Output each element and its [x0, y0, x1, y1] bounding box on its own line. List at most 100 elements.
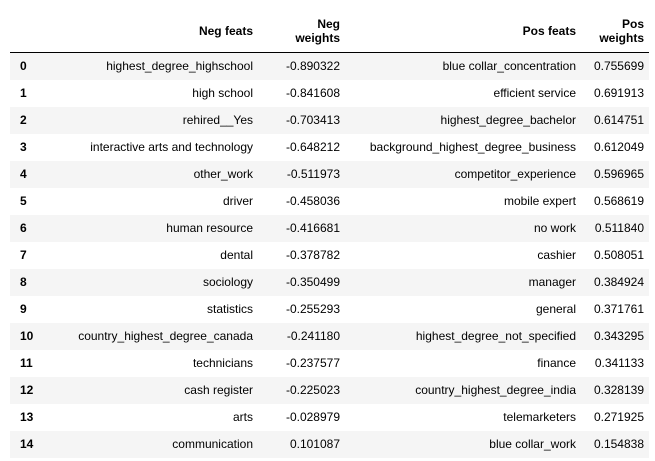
neg-feat-cell: cash register — [184, 382, 253, 397]
neg-weight-cell: -0.237577 — [285, 355, 340, 370]
header-pos-weights-line2: weights — [599, 30, 644, 45]
pos-weight-cell: 0.508051 — [593, 247, 644, 262]
pos-weight-cell: 0.511840 — [594, 220, 644, 235]
header-neg-weights-line2: weights — [295, 30, 340, 45]
neg-feat-cell: dental — [220, 247, 253, 262]
neg-weight-cell: -0.841608 — [285, 85, 340, 100]
neg-feat-cell: technicians — [192, 355, 253, 370]
pos-weight-cell: 0.691913 — [593, 85, 644, 100]
pos-weight-cell: 0.614751 — [593, 112, 644, 127]
neg-feat-cell: sociology — [202, 274, 253, 289]
table-row: 0 highest_degree_highschool -0.890322 bl… — [10, 52, 649, 80]
neg-weight-cell: 0.101087 — [289, 436, 340, 451]
pos-feat-cell: background_highest_degree_business — [369, 139, 576, 154]
table-body: 0 highest_degree_highschool -0.890322 bl… — [10, 52, 649, 458]
table-row: 11 technicians -0.237577 finance 0.34113… — [10, 350, 649, 377]
neg-feat-cell: arts — [232, 409, 253, 424]
table-row: 14 communication 0.101087 blue collar_wo… — [10, 430, 649, 458]
row-index: 6 — [20, 220, 27, 235]
row-index: 9 — [20, 301, 27, 316]
neg-weight-cell: -0.648212 — [285, 139, 340, 154]
pos-feat-cell: blue collar_work — [489, 436, 576, 451]
row-index: 0 — [20, 58, 27, 73]
table-row: 5 driver -0.458036 mobile expert 0.56861… — [10, 188, 649, 215]
row-index: 11 — [20, 355, 33, 370]
pos-weight-cell: 0.341133 — [594, 355, 644, 370]
pos-feat-cell: blue collar_concentration — [442, 58, 576, 73]
neg-weight-cell: -0.511973 — [286, 166, 340, 181]
table-row: 2 rehired__Yes -0.703413 highest_degree_… — [10, 106, 649, 134]
header-row: Neg feats Neg weights Pos feats Pos weight… — [10, 10, 649, 53]
neg-feat-cell: communication — [172, 436, 253, 451]
table-row: 1 high school -0.841608 efficient servic… — [10, 80, 649, 107]
header-pos-weights-line1: Pos — [621, 16, 644, 31]
pos-feat-cell: competitor_experience — [454, 166, 576, 181]
pos-feat-cell: finance — [537, 355, 576, 370]
table-row: 13 arts -0.028979 telemarketers 0.271925 — [10, 404, 649, 431]
neg-feat-cell: rehired__Yes — [182, 112, 253, 127]
table-row: 12 cash register -0.225023 country_highe… — [10, 376, 649, 404]
row-index: 4 — [20, 166, 27, 181]
neg-feat-cell: interactive arts and technology — [90, 139, 253, 154]
pos-feat-cell: no work — [533, 220, 576, 235]
pos-feat-cell: cashier — [537, 247, 576, 262]
header-pos-feats: Pos feats — [345, 10, 581, 53]
pos-weight-cell: 0.596965 — [593, 166, 644, 181]
pos-feat-cell: telemarketers — [503, 409, 576, 424]
pos-weight-cell: 0.384924 — [593, 274, 644, 289]
neg-feat-cell: human resource — [166, 220, 253, 235]
dataframe-table: Neg feats Neg weights Pos feats Pos weight… — [10, 10, 649, 458]
pos-feat-cell: highest_degree_bachelor — [440, 112, 576, 127]
header-index — [10, 10, 40, 53]
neg-weight-cell: -0.458036 — [285, 193, 340, 208]
table-row: 9 statistics -0.255293 general 0.371761 — [10, 296, 649, 323]
pos-weight-cell: 0.271925 — [593, 409, 644, 424]
neg-feat-cell: statistics — [206, 301, 253, 316]
table-row: 10 country_highest_degree_canada -0.2411… — [10, 322, 649, 350]
neg-feat-cell: high school — [192, 85, 253, 100]
pos-feat-cell: efficient service — [493, 85, 576, 100]
pos-weight-cell: 0.755699 — [593, 58, 644, 73]
pos-weight-cell: 0.371761 — [593, 301, 644, 316]
neg-feat-cell: highest_degree_highschool — [106, 58, 253, 73]
neg-weight-cell: -0.241180 — [286, 328, 340, 343]
neg-feat-cell: other_work — [193, 166, 253, 181]
pos-feat-cell: mobile expert — [503, 193, 576, 208]
row-index: 7 — [20, 247, 27, 262]
table-row: 3 interactive arts and technology -0.648… — [10, 134, 649, 161]
row-index: 13 — [20, 409, 34, 424]
neg-weight-cell: -0.416681 — [285, 220, 340, 235]
table-row: 4 other_work -0.511973 competitor_experi… — [10, 160, 649, 188]
pos-weight-cell: 0.328139 — [593, 382, 644, 397]
neg-feat-cell: driver — [222, 193, 253, 208]
table-header: Neg feats Neg weights Pos feats Pos weight… — [10, 10, 649, 53]
pos-weight-cell: 0.343295 — [593, 328, 644, 343]
row-index: 8 — [20, 274, 27, 289]
row-index: 5 — [20, 193, 27, 208]
pos-feat-cell: general — [535, 301, 576, 316]
row-index: 2 — [20, 112, 27, 127]
pos-feat-cell: highest_degree_not_specified — [415, 328, 576, 343]
header-pos-weights: Pos weights — [581, 10, 649, 53]
neg-feat-cell: country_highest_degree_canada — [78, 328, 253, 343]
table-row: 7 dental -0.378782 cashier 0.508051 — [10, 242, 649, 269]
header-neg-weights-line1: Neg — [317, 16, 340, 31]
neg-weight-cell: -0.225023 — [285, 382, 340, 397]
row-index: 12 — [20, 382, 34, 397]
header-neg-weights: Neg weights — [258, 10, 345, 53]
neg-weight-cell: -0.890322 — [285, 58, 340, 73]
neg-weight-cell: -0.350499 — [285, 274, 340, 289]
row-index: 14 — [20, 436, 34, 451]
pos-weight-cell: 0.568619 — [593, 193, 644, 208]
pos-feat-cell: country_highest_degree_india — [415, 382, 576, 397]
pos-weight-cell: 0.612049 — [593, 139, 644, 154]
row-index: 1 — [20, 85, 27, 100]
neg-weight-cell: -0.378782 — [285, 247, 340, 262]
neg-weight-cell: -0.703413 — [285, 112, 340, 127]
header-neg-feats: Neg feats — [40, 10, 258, 53]
table-row: 8 sociology -0.350499 manager 0.384924 — [10, 268, 649, 296]
pos-weight-cell: 0.154838 — [593, 436, 644, 451]
row-index: 10 — [20, 328, 34, 343]
row-index: 3 — [20, 139, 27, 154]
